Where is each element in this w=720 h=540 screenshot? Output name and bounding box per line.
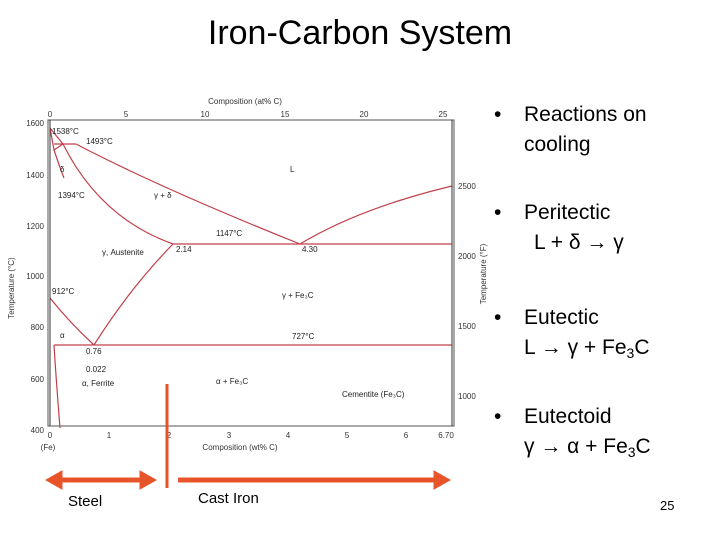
label-214: 2.14	[176, 245, 192, 254]
bottom-tick: 2	[167, 431, 172, 440]
top-tick: 0	[48, 110, 53, 119]
peritectic-reaction: L + δ → γ	[534, 231, 624, 254]
top-tick: 15	[281, 110, 290, 119]
bottom-left-label: (Fe)	[41, 443, 56, 452]
label-727: 727°C	[292, 332, 315, 341]
label-ferrite: α, Ferrite	[82, 379, 115, 388]
bottom-tick: 1	[107, 431, 112, 440]
left-axis-label: Temperature (°C)	[7, 257, 16, 319]
left-tick: 1600	[26, 119, 44, 128]
label-1394: 1394°C	[58, 191, 85, 200]
delta-gamma	[53, 149, 65, 179]
eutectoid-reaction-left: γ → α + Fe	[524, 435, 628, 458]
top-tick: 5	[124, 110, 129, 119]
liquidus-left	[49, 127, 64, 145]
eutectic-reaction-right: C	[634, 336, 650, 359]
top-axis: Composition (at% C) 0 5 10 15 20 25	[48, 97, 448, 119]
label-delta: δ	[60, 165, 65, 174]
right-tick: 2000	[458, 252, 476, 261]
label-gamma-delta: γ + δ	[154, 191, 172, 200]
label-L: L	[290, 165, 295, 174]
top-tick: 10	[201, 110, 210, 119]
solidus	[62, 143, 174, 245]
label-912: 912°C	[52, 287, 75, 296]
bottom-tick: 0	[48, 431, 53, 440]
eutectoid-reaction-right: C	[635, 435, 651, 458]
liquidus-main	[75, 143, 301, 245]
right-tick: 1000	[458, 392, 476, 401]
label-1147: 1147°C	[216, 229, 242, 238]
bottom-tick: 6	[404, 431, 409, 440]
slide-title: Iron-Carbon System	[207, 14, 513, 52]
left-tick: 600	[31, 375, 45, 384]
right-axis-label: Temperature (°F)	[479, 243, 488, 304]
left-axis: Temperature (°C) 1600 1400 1200 1000 800…	[7, 119, 45, 435]
eutectoid-reaction: γ → α + Fe3C	[524, 435, 651, 460]
left-tick: 1000	[26, 272, 44, 281]
bottom-tick: 4	[286, 431, 291, 440]
left-tick: 1400	[26, 171, 44, 180]
bottom-tick: 5	[345, 431, 350, 440]
eutectoid-subscript: 3	[627, 444, 636, 460]
bottom-tick: 3	[227, 431, 232, 440]
top-tick: 20	[360, 110, 369, 119]
label-1493: 1493°C	[86, 137, 113, 146]
eutectic-reaction-left: L → γ + Fe	[524, 336, 627, 359]
bullet-eutectoid-label: Eutectoid	[524, 405, 612, 428]
label-cementite: Cementite (Fe₃C)	[342, 390, 405, 399]
label-0022: 0.022	[86, 365, 107, 374]
right-axis: Temperature (°F) 2500 2000 1500 1000	[458, 182, 488, 401]
bullet-peritectic-label: Peritectic	[524, 201, 611, 224]
label-austenite: γ, Austenite	[102, 248, 144, 257]
left-tick: 800	[31, 323, 45, 332]
liquidus-right	[299, 185, 453, 245]
left-tick: 400	[31, 426, 45, 435]
phase-diagram: Composition (at% C) 0 5 10 15 20 25 Temp…	[7, 97, 488, 488]
slide-number: 25	[660, 498, 675, 513]
a3-line	[49, 297, 95, 346]
top-tick: 25	[439, 110, 448, 119]
steel-label: Steel	[68, 493, 103, 510]
label-alpha: α	[60, 331, 65, 340]
label-1538: 1538°C	[52, 127, 79, 136]
label-gamma-fe3c: γ + Fe₃C	[282, 291, 314, 300]
alpha-solvus	[53, 344, 61, 429]
left-tick: 1200	[26, 222, 44, 231]
top-axis-label: Composition (at% C)	[208, 97, 282, 106]
eutectic-reaction: L → γ + Fe3C	[524, 336, 650, 361]
label-alpha-fe3c: α + Fe₃C	[216, 377, 248, 386]
annotations: 1538°C 1493°C δ 1394°C γ + δ L 1147°C 2.…	[52, 127, 405, 399]
eutectic-subscript: 3	[626, 345, 635, 361]
right-tick: 2500	[458, 182, 476, 191]
bullet-eutectic-label: Eutectic	[524, 306, 599, 329]
cast-iron-label: Cast Iron	[198, 490, 259, 507]
bottom-tick: 6.70	[438, 431, 454, 440]
right-tick: 1500	[458, 322, 476, 331]
bottom-axis-label: Composition (wt% C)	[202, 443, 277, 452]
acm-line	[93, 243, 174, 346]
label-430: 4.30	[302, 245, 318, 254]
bullet-reactions-line1: Reactions on	[524, 103, 647, 126]
diagram-frame	[47, 119, 455, 427]
bullet-reactions-line2: cooling	[524, 133, 591, 156]
label-076: 0.76	[86, 347, 102, 356]
bottom-axis: 0 1 2 3 4 5 6 6.70 (Fe) Composition (wt%…	[41, 431, 455, 452]
phase-lines	[49, 127, 453, 429]
